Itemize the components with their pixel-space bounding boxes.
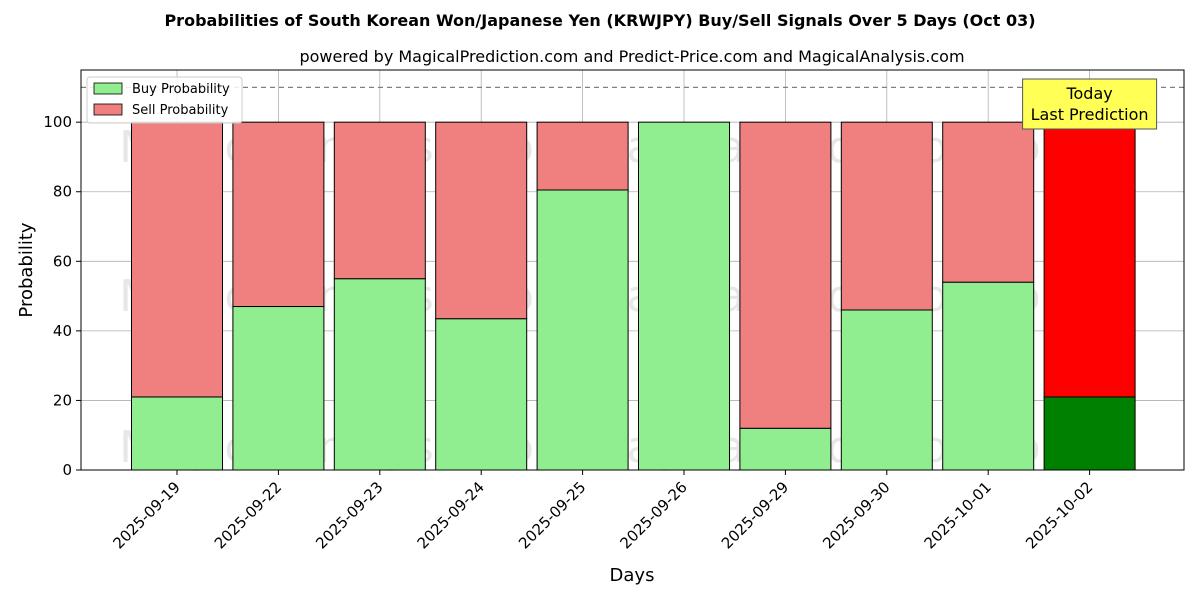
y-tick-label: 80 [53,183,72,201]
bar-sell-2025-10-01 [942,121,1035,283]
legend-label-buy: Buy Probability [132,82,230,97]
legend: Buy Probability Sell Probability [86,76,243,124]
bar-buy-2025-09-19 [131,396,223,471]
bar-buy-2025-09-29 [739,427,832,471]
chart-subtitle: powered by MagicalPrediction.com and Pre… [299,47,964,66]
y-tick-label: 100 [43,113,72,131]
annotation-text: Today [1065,84,1112,103]
legend-label-sell: Sell Probability [132,103,229,118]
bar-sell-2025-09-24 [435,121,528,320]
bar-sell-2025-09-29 [739,121,832,429]
x-tick-label: 2025-09-25 [515,478,589,552]
x-tick-label: 2025-09-23 [312,478,386,552]
x-tick-label: 2025-09-22 [211,478,285,552]
chart-title: Probabilities of South Korean Won/Japane… [164,11,1035,30]
annotation-box [1022,78,1158,130]
x-tick-label: 2025-09-19 [109,478,183,552]
bar-layer [131,121,1136,471]
x-tick-label: 2025-09-26 [616,478,690,552]
legend-box [86,76,243,124]
x-tick-label: 2025-09-24 [414,478,488,552]
bar-sell-2025-09-25 [536,121,629,191]
bar-buy-2025-09-26 [638,121,730,471]
bar-buy-2025-09-23 [333,278,426,471]
y-tick-label: 40 [53,322,72,340]
x-tick-label: 2025-10-02 [1022,478,1096,552]
bar-sell-2025-09-23 [333,121,426,280]
bar-buy-2025-10-02 [1043,396,1136,471]
bar-buy-2025-09-22 [232,306,325,471]
legend-swatch-sell [93,103,123,116]
y-tick-label: 60 [53,252,72,270]
x-axis-label: Days [610,565,655,586]
x-tick-label: 2025-09-29 [718,478,792,552]
x-tick-label: 2025-09-30 [819,478,893,552]
overlay-layer: Today Last Prediction [81,78,1184,130]
bar-buy-2025-10-01 [942,281,1035,471]
bar-sell-2025-09-19 [131,121,223,398]
x-tick-label: 2025-10-01 [921,478,995,552]
legend-swatch-buy [93,82,123,95]
bar-sell-2025-10-02 [1043,121,1136,398]
bar-sell-2025-09-22 [232,121,325,308]
bar-buy-2025-09-24 [435,318,528,471]
y-tick-label: 0 [62,461,72,479]
y-axis-label: Probability [16,222,37,317]
bar-buy-2025-09-30 [840,309,933,471]
bar-buy-2025-09-25 [536,189,629,471]
y-tick-label: 20 [53,391,72,409]
bar-sell-2025-09-30 [840,121,933,311]
annotation-text: Last Prediction [1031,105,1149,124]
plot-frame [80,69,1185,471]
